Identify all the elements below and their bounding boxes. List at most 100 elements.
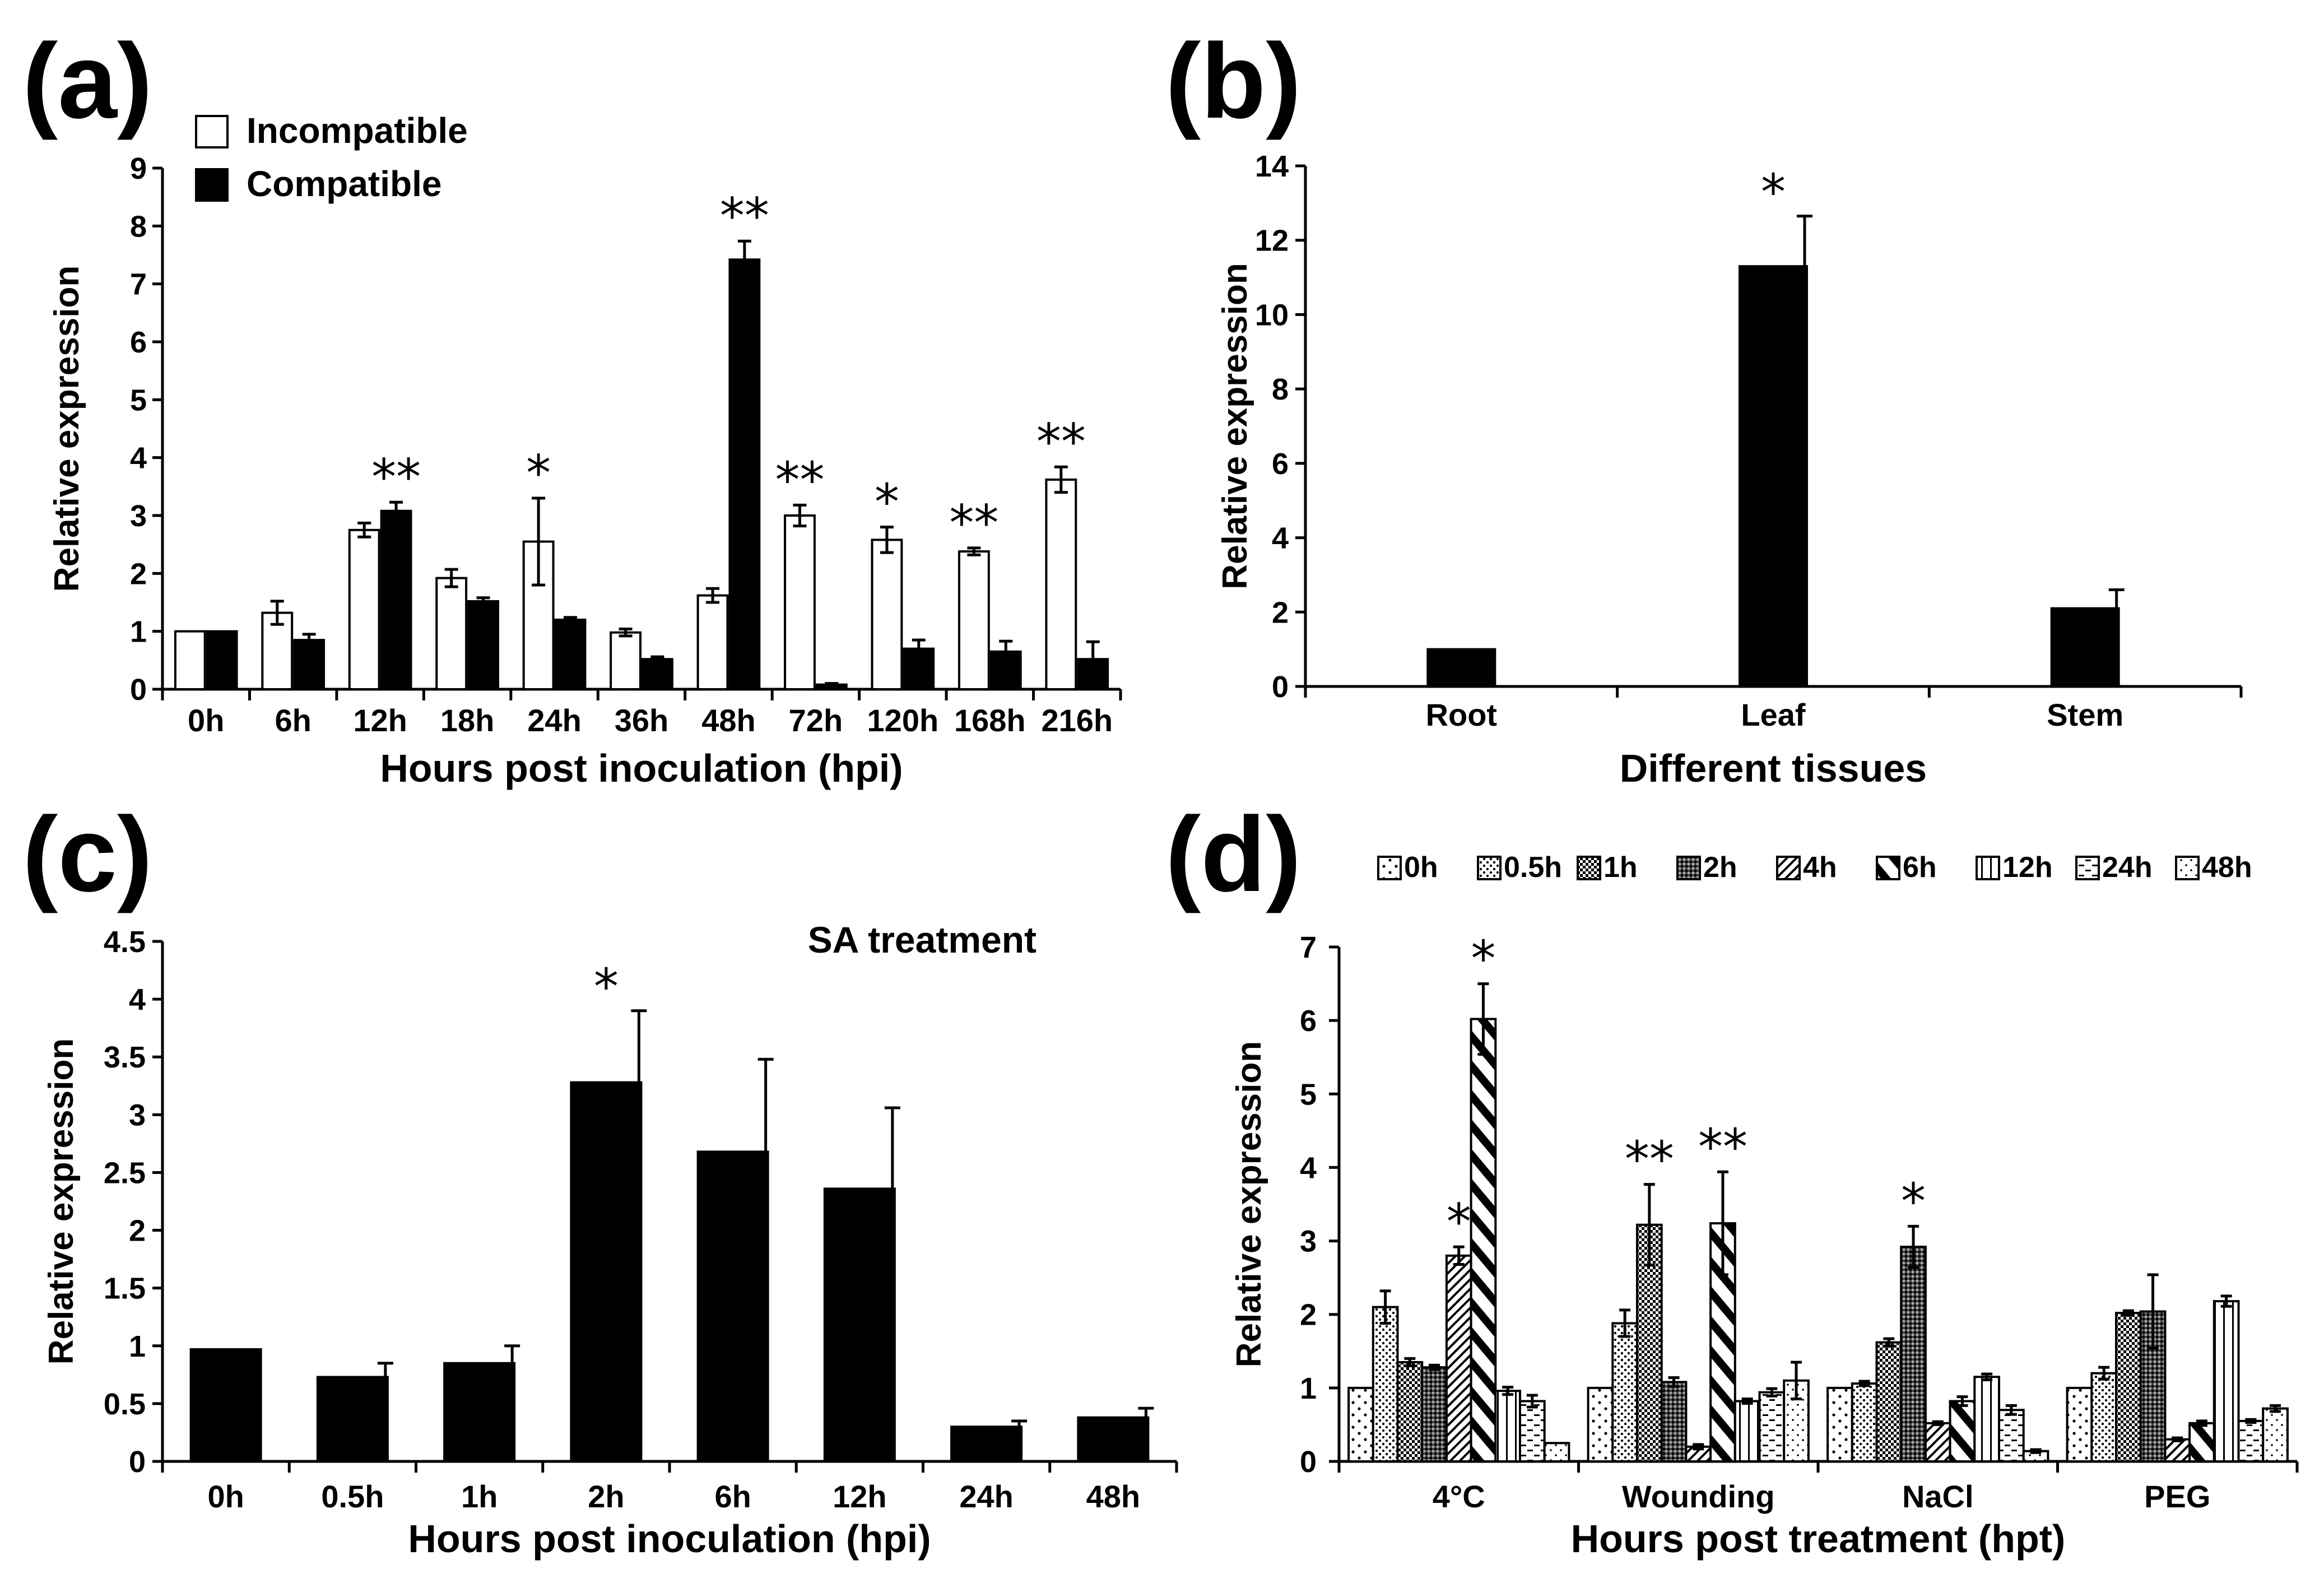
d-legend-label: 4h (1803, 851, 1837, 884)
chart-a: 0 1 2 3 4 5 6 7 8 9 0h 6h 12h 18h 24h 36h 48h 72h 120h 168h… (48, 110, 1122, 790)
c-x-axis-title: Hours post inoculation (hpi) (408, 1517, 931, 1561)
c-ytick-label: 1 (129, 1330, 146, 1363)
d-legend-label: 0h (1404, 851, 1438, 884)
a-legend-label-incompatible: Incompatible (247, 110, 468, 151)
b-ytick-label: 10 (1255, 298, 1289, 332)
d-xtick-label: NaCl (1902, 1479, 1974, 1514)
d-ytick-label: 5 (1300, 1078, 1317, 1111)
d-legend-swatch (2175, 856, 2200, 880)
d-legend-swatch (1477, 856, 1502, 880)
d-xtick-label: PEG (2144, 1479, 2210, 1514)
d-significance-mark: ** (1698, 1118, 1747, 1176)
a-ytick-label: 5 (130, 383, 147, 417)
a-significance-mark: * (875, 473, 899, 531)
c-xtick-label: 24h (959, 1479, 1014, 1514)
a-ytick-label: 6 (130, 326, 147, 359)
d-legend-label: 1h (1603, 851, 1638, 884)
d-legend-label: 2h (1703, 851, 1737, 884)
c-bar (1077, 1416, 1150, 1463)
d-significance-mark: * (1447, 1193, 1471, 1251)
panel-label-c: (c) (22, 795, 152, 914)
d-legend-label: 6h (1903, 851, 1937, 884)
d-bar-4h (1924, 1422, 1951, 1463)
b-x-axis-title: Different tissues (1620, 746, 1927, 790)
c-bar (950, 1426, 1023, 1463)
d-bar-1h (1396, 1361, 1424, 1463)
a-significance-mark: ** (371, 448, 421, 506)
a-legend-label-compatible: Compatible (247, 164, 441, 204)
d-bar-0h (2066, 1386, 2093, 1463)
d-xtick-label: 4°C (1433, 1479, 1485, 1514)
a-legend-swatch-compatible (195, 168, 229, 202)
a-bar-incompatible (696, 594, 729, 690)
a-bar-compatible (467, 600, 499, 691)
d-bar-6h (1949, 1400, 1976, 1463)
a-ytick-label: 0 (130, 673, 147, 707)
a-xtick-label: 24h (527, 703, 582, 738)
d-bar-12h (1973, 1376, 2001, 1463)
a-bar-compatible (989, 650, 1022, 691)
d-ytick-label: 3 (1300, 1225, 1317, 1259)
a-bar-compatible (380, 509, 412, 690)
c-ytick-label: 3.5 (104, 1041, 146, 1074)
a-bar-incompatible (958, 550, 990, 690)
d-bar-48h (1543, 1442, 1570, 1463)
b-ytick-label: 8 (1272, 373, 1289, 406)
d-bar-4h (1445, 1254, 1472, 1463)
d-legend-swatch (2075, 856, 2100, 880)
d-legend-swatch (1776, 856, 1801, 880)
a-x-axis-title: Hours post inoculation (hpi) (380, 746, 903, 790)
panel-label-d: (d) (1165, 795, 1302, 914)
a-bar-incompatible (784, 514, 816, 690)
a-ytick-label: 9 (130, 152, 147, 185)
d-legend-label: 12h (2002, 851, 2053, 884)
d-legend-label: 24h (2102, 851, 2153, 884)
d-x-axis-title: Hours post treatment (hpt) (1571, 1517, 2066, 1561)
a-bar-compatible (293, 639, 326, 690)
b-ytick-label: 6 (1272, 447, 1289, 481)
d-legend-swatch (1676, 856, 1701, 880)
a-bar-incompatible (348, 528, 380, 690)
d-bar-0_5h (2090, 1372, 2118, 1463)
d-bar-4h (1685, 1445, 1712, 1463)
a-ytick-label: 4 (130, 442, 147, 475)
d-bar-6h (1470, 1018, 1497, 1463)
d-bar-2h (1421, 1366, 1448, 1463)
d-bar-2h (1900, 1246, 1927, 1463)
a-xtick-label: 6h (275, 703, 312, 738)
b-ytick-label: 0 (1272, 670, 1289, 704)
d-bar-1h (2115, 1312, 2142, 1463)
c-y-axis-title: Relative expression (42, 1038, 81, 1364)
d-bar-2h (2139, 1310, 2167, 1463)
c-bar (823, 1187, 896, 1463)
b-ytick-label: 12 (1255, 224, 1289, 258)
b-xtick-label: Leaf (1741, 697, 1805, 732)
d-bar-1h (1875, 1341, 1903, 1463)
c-xtick-label: 0h (207, 1479, 244, 1514)
c-ytick-label: 2.5 (104, 1156, 146, 1190)
d-bar-0_5h (1611, 1322, 1639, 1463)
d-bar-4h (2164, 1438, 2191, 1463)
c-xtick-label: 6h (714, 1479, 751, 1514)
c-ytick-label: 1.5 (104, 1272, 146, 1306)
a-significance-mark: ** (775, 451, 824, 509)
a-legend-swatch-incompatible (195, 115, 229, 148)
d-bar-48h (2262, 1407, 2289, 1463)
panel-label-a: (a) (22, 22, 152, 141)
a-significance-mark: ** (720, 187, 769, 245)
a-xtick-label: 216h (1041, 703, 1113, 738)
c-bar (316, 1376, 389, 1463)
a-significance-mark: ** (949, 494, 998, 552)
b-ytick-label: 4 (1272, 522, 1289, 555)
c-ytick-label: 4 (129, 983, 146, 1016)
c-ytick-label: 0 (129, 1445, 146, 1479)
d-ytick-label: 0 (1300, 1445, 1317, 1479)
a-ytick-label: 7 (130, 268, 147, 301)
d-legend-swatch (1377, 856, 1402, 880)
d-ytick-label: 4 (1300, 1151, 1317, 1185)
c-bar (189, 1348, 262, 1463)
a-bar-compatible (728, 258, 761, 690)
a-bar-incompatible (871, 539, 903, 691)
